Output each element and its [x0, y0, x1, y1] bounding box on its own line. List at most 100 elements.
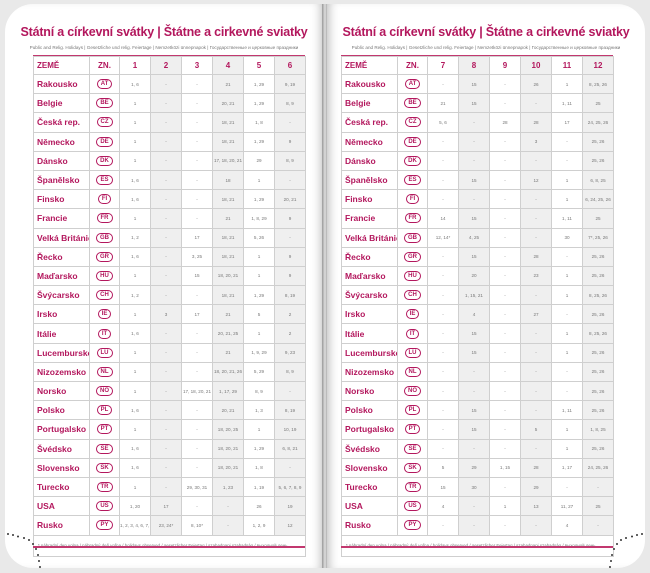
- country-code-badge: US: [404, 501, 421, 512]
- country-name: Turecko: [33, 476, 90, 498]
- page-subtitle: Public and Relig. Holidays | Gesetzliche…: [29, 45, 299, 50]
- holiday-cell: -: [427, 265, 459, 287]
- holiday-cell: -: [427, 419, 459, 440]
- holiday-cell: 17: [181, 304, 213, 325]
- country-code-cell: SE: [89, 438, 120, 459]
- table-row: Itálie IT 1, 6- -20, 21, 25 1 2: [33, 323, 306, 344]
- country-name: Maďarsko: [341, 265, 398, 287]
- holiday-cell: 3, 25: [181, 246, 213, 267]
- holiday-cell: -: [458, 496, 490, 517]
- country-name: Maďarsko: [33, 265, 90, 287]
- page-title: Státní a církevní svátky | Štátne a cirk…: [342, 25, 630, 39]
- holiday-cell: -: [489, 131, 521, 152]
- country-code-cell: PT: [397, 419, 428, 440]
- holiday-cell: -: [489, 438, 521, 459]
- table-row: Finsko FI - - - -1 6, 24, 25, 26: [341, 189, 614, 210]
- holiday-cell: -: [458, 380, 490, 402]
- country-code-cell: TR: [397, 476, 428, 498]
- table-row: Portugalsko PT 1- -18, 20, 25 1 10, 19: [33, 419, 306, 440]
- country-code-cell: PT: [89, 419, 120, 440]
- holiday-cell: -: [150, 208, 182, 229]
- holiday-cell: -: [150, 400, 182, 421]
- title-rule: [341, 55, 613, 57]
- table-row: Belgie BE 21 15- -1, 11 25: [341, 93, 614, 114]
- holiday-cell: 4: [427, 496, 459, 517]
- holiday-cell: -: [181, 112, 213, 133]
- holiday-cell: 15: [458, 169, 490, 191]
- table-row: Švýcarsko CH -1, 15, 21- -1 8, 25, 26: [341, 285, 614, 306]
- holiday-cell: 15: [458, 419, 490, 440]
- column-header-code: ZN.: [397, 56, 428, 75]
- table-row: Francie FR 1- -21 1, 8, 29 9: [33, 208, 306, 229]
- country-name: Velká Británie: [341, 227, 398, 248]
- holiday-cell: -: [427, 150, 459, 171]
- holiday-cell: 1, 8: [243, 112, 275, 133]
- holiday-cell: 25: [582, 496, 614, 517]
- holiday-cell: -: [150, 227, 182, 248]
- holiday-cell: -: [489, 323, 521, 344]
- holiday-cell: -: [427, 169, 459, 191]
- holiday-cell: -: [520, 150, 552, 171]
- country-code-badge: DK: [404, 155, 421, 166]
- holiday-cell: -: [489, 73, 521, 95]
- holiday-cell: 9, 23: [274, 342, 306, 363]
- country-code-badge: PT: [96, 424, 113, 435]
- holiday-cell: 1: [119, 304, 151, 325]
- holiday-cell: -: [427, 361, 459, 383]
- holiday-cell: -: [181, 285, 213, 306]
- holiday-cell: 1: [551, 438, 583, 459]
- footnote: * náhradní den volna / náhradný deň voľn…: [341, 534, 614, 557]
- table-row: Nizozemsko NL - - - - -25, 26: [341, 361, 614, 383]
- table-row: Španělsko ES -15-12 1 6, 8, 25: [341, 169, 614, 191]
- country-code-cell: IE: [397, 304, 428, 325]
- holiday-cell: -: [489, 169, 521, 191]
- holiday-cell: 18, 21: [212, 246, 244, 267]
- country-code-cell: NO: [397, 380, 428, 402]
- holiday-cell: 25, 26: [582, 380, 614, 402]
- holiday-cell: -: [551, 361, 583, 383]
- table-row: Portugalsko PT -15-5 1 1, 8, 25: [341, 419, 614, 440]
- holiday-cell: 29: [458, 457, 490, 478]
- holiday-cell: 1, 11: [551, 93, 583, 114]
- country-code-badge: GR: [96, 251, 113, 262]
- binding-dots: [7, 533, 41, 568]
- holiday-cell: -: [489, 361, 521, 383]
- holiday-cell: 1: [551, 265, 583, 287]
- holiday-cell: -: [181, 73, 213, 95]
- holiday-cell: -: [489, 285, 521, 306]
- holiday-cell: 21: [427, 93, 459, 114]
- country-name: Norsko: [33, 380, 90, 402]
- column-header-month: 7: [427, 56, 459, 75]
- holiday-cell: -: [520, 323, 552, 344]
- table-row: Rakousko AT -15-26 1 8, 25, 26: [341, 73, 614, 95]
- holiday-cell: -: [181, 342, 213, 363]
- table-row: Velká Británie GB 1, 2-17 18, 21 5, 26-: [33, 227, 306, 248]
- holiday-cell: 8, 10*: [181, 515, 213, 536]
- holiday-cell: 5, 26: [243, 227, 275, 248]
- holiday-cell: -: [489, 476, 521, 498]
- table-row: Turecko TR 15 30-29- -: [341, 476, 614, 498]
- holiday-cell: 1: [119, 265, 151, 287]
- holiday-cell: -: [427, 380, 459, 402]
- column-header-month: 2: [150, 56, 182, 75]
- bottom-rule: [33, 546, 305, 548]
- header-row: ZEMĚ ZN. 1 2 3 4 5 6: [33, 56, 306, 75]
- holiday-cell: 18, 21: [212, 227, 244, 248]
- country-code-badge: CZ: [96, 117, 113, 128]
- holiday-cell: -: [427, 189, 459, 210]
- holiday-cell: 28: [520, 112, 552, 133]
- holiday-cell: -: [582, 476, 614, 498]
- holiday-cell: -: [489, 227, 521, 248]
- holiday-cell: 1, 2, 9: [243, 515, 275, 536]
- holiday-cell: -: [427, 304, 459, 325]
- country-code-cell: NL: [397, 361, 428, 383]
- holiday-cell: 24, 25, 26: [582, 112, 614, 133]
- holiday-cell: 1: [243, 265, 275, 287]
- country-code-badge: LU: [96, 347, 113, 358]
- country-name: Švédsko: [341, 438, 398, 459]
- country-name: Nizozemsko: [341, 361, 398, 383]
- country-code-badge: FR: [96, 213, 113, 224]
- holiday-cell: -: [551, 380, 583, 402]
- holiday-cell: -: [181, 189, 213, 210]
- holiday-cell: -: [181, 419, 213, 440]
